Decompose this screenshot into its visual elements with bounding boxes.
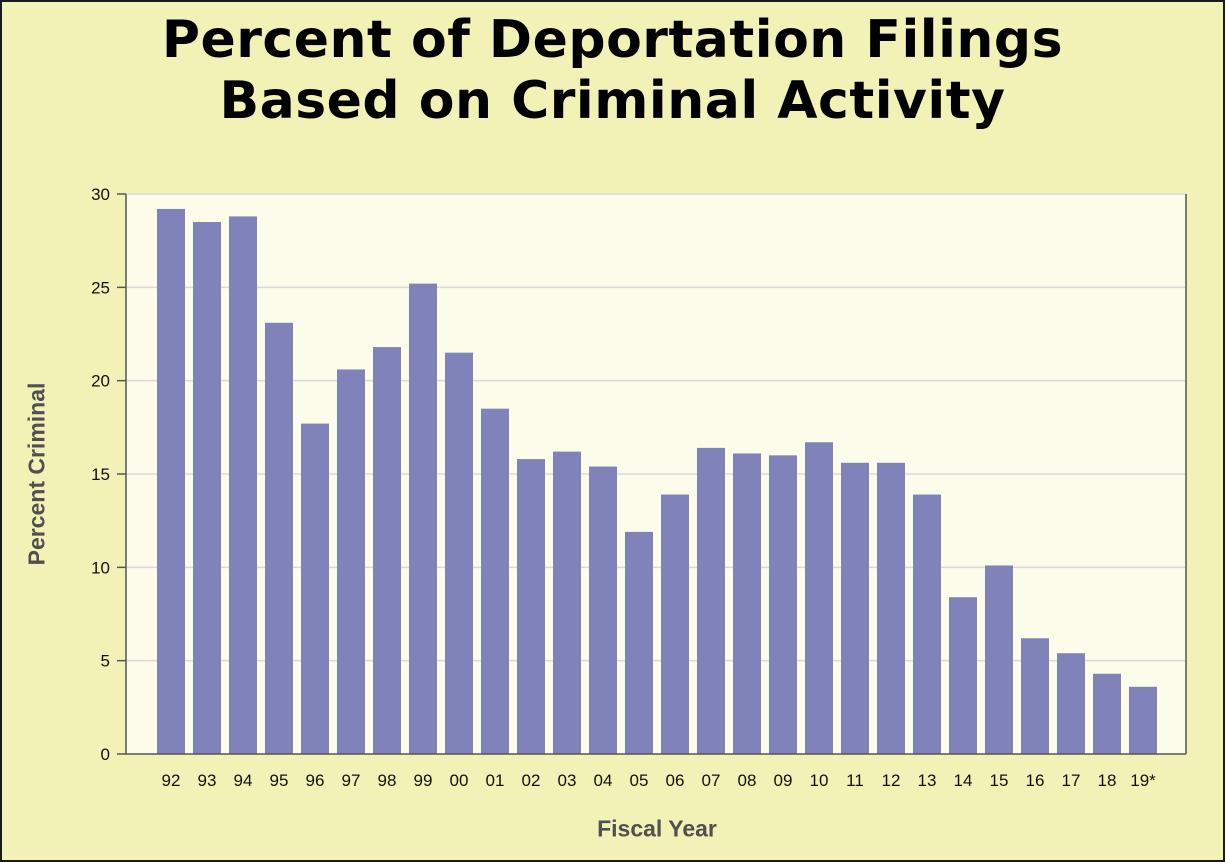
x-tick-label: 98 — [378, 771, 397, 790]
y-tick-label: 5 — [101, 652, 110, 671]
x-tick-label: 17 — [1062, 771, 1081, 790]
x-axis-label: Fiscal Year — [597, 815, 717, 842]
y-tick-label: 30 — [91, 185, 110, 204]
chart-title: Percent of Deportation Filings Based on … — [0, 10, 1225, 132]
x-tick-label: 11 — [846, 771, 864, 790]
x-tick-label: 02 — [522, 771, 541, 790]
bar — [553, 451, 581, 754]
x-tick-label: 99 — [414, 771, 433, 790]
x-tick-label: 92 — [162, 771, 181, 790]
x-tick-label: 07 — [702, 771, 721, 790]
bar — [517, 459, 545, 754]
bar — [697, 447, 725, 754]
bar — [769, 455, 797, 754]
x-tick-label: 09 — [774, 771, 793, 790]
chart-title-line-1: Percent of Deportation Filings — [161, 10, 1064, 70]
bar — [913, 494, 941, 754]
bar — [193, 222, 221, 754]
y-axis-label: Percent Criminal — [23, 382, 50, 566]
bar — [481, 408, 509, 754]
bar — [841, 462, 869, 754]
x-tick-label: 94 — [234, 771, 253, 790]
chart-title-line-2: Based on Criminal Activity — [219, 71, 1006, 131]
x-tick-label: 96 — [306, 771, 325, 790]
x-tick-label: 06 — [666, 771, 685, 790]
y-tick-label: 15 — [91, 465, 110, 484]
bar — [985, 565, 1013, 754]
bar — [265, 322, 293, 754]
y-tick-label: 25 — [91, 278, 110, 297]
bar — [1129, 686, 1157, 754]
y-tick-label: 0 — [101, 745, 110, 764]
x-tick-label: 18 — [1098, 771, 1117, 790]
x-tick-label: 04 — [594, 771, 613, 790]
bar — [661, 494, 689, 754]
x-tick-label: 13 — [918, 771, 937, 790]
x-tick-label: 19* — [1130, 771, 1156, 790]
bars — [157, 208, 1157, 754]
bar — [949, 597, 977, 754]
bar — [805, 442, 833, 754]
bar — [625, 531, 653, 754]
bar — [337, 369, 365, 754]
y-tick-label: 20 — [91, 372, 110, 391]
x-ticks: 92 93 94 95 96 97 98 99 00 01 02 03 04 05 06 07 08 09 10 11… — [162, 771, 1157, 790]
bar — [445, 352, 473, 754]
y-ticks: 0 5 10 15 20 25 30 — [91, 185, 126, 764]
x-tick-label: 95 — [270, 771, 289, 790]
bar — [877, 462, 905, 754]
x-tick-label: 97 — [342, 771, 361, 790]
x-tick-label: 05 — [630, 771, 649, 790]
bar — [409, 283, 437, 754]
x-tick-label: 12 — [882, 771, 901, 790]
y-tick-label: 10 — [91, 558, 110, 577]
bar — [229, 216, 257, 754]
bar — [373, 347, 401, 754]
bar — [301, 423, 329, 754]
bar — [589, 466, 617, 754]
x-tick-label: 03 — [558, 771, 577, 790]
x-tick-label: 10 — [810, 771, 829, 790]
x-tick-label: 14 — [954, 771, 973, 790]
x-tick-label: 08 — [738, 771, 757, 790]
x-tick-label: 16 — [1026, 771, 1045, 790]
bar — [1021, 638, 1049, 754]
bar — [1093, 673, 1121, 754]
bar — [733, 453, 761, 754]
x-tick-label: 01 — [486, 771, 505, 790]
x-tick-label: 00 — [450, 771, 469, 790]
bar — [1057, 653, 1085, 754]
x-tick-label: 15 — [990, 771, 1009, 790]
x-tick-label: 93 — [198, 771, 217, 790]
bar — [157, 208, 185, 754]
